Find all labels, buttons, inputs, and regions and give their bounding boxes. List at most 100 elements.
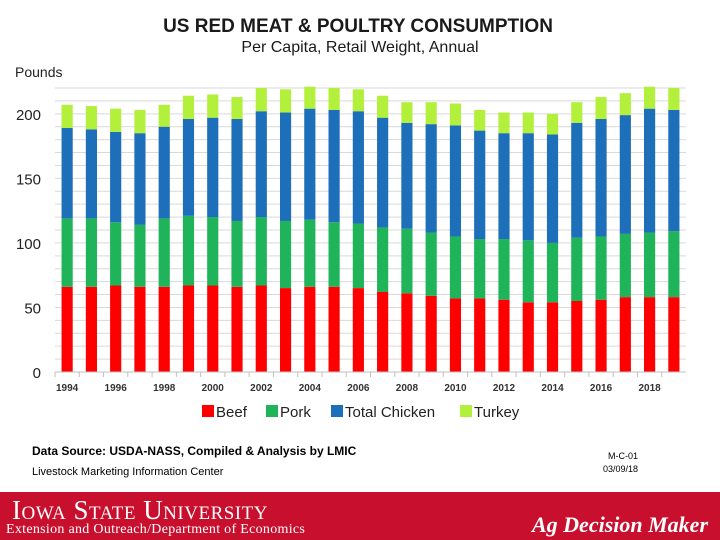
y-axis-label: Pounds bbox=[15, 64, 62, 80]
bar-turkey-2019 bbox=[668, 88, 680, 110]
bar-beef-1999 bbox=[182, 285, 195, 372]
bar-turkey-2011 bbox=[474, 109, 486, 131]
bar-total-chicken-2007 bbox=[377, 117, 389, 228]
bar-beef-1995 bbox=[85, 286, 97, 372]
bar-beef-2015 bbox=[571, 301, 583, 372]
bar-total-chicken-2014 bbox=[546, 134, 559, 243]
bar-turkey-1994 bbox=[61, 104, 73, 129]
bar-turkey-2009 bbox=[425, 102, 437, 125]
y-tick-label: 0 bbox=[33, 365, 41, 382]
bar-pork-1994 bbox=[61, 218, 73, 287]
bar-beef-1998 bbox=[158, 286, 170, 372]
y-tick-label: 100 bbox=[16, 236, 41, 253]
bar-turkey-1999 bbox=[182, 95, 195, 119]
bar-pork-1998 bbox=[158, 218, 170, 287]
bar-total-chicken-1994 bbox=[61, 128, 73, 219]
bar-pork-2004 bbox=[304, 219, 316, 287]
bar-turkey-2016 bbox=[595, 97, 607, 119]
bar-beef-2009 bbox=[425, 295, 437, 372]
bar-total-chicken-2011 bbox=[474, 130, 486, 240]
bar-total-chicken-2002 bbox=[255, 111, 267, 218]
bar-turkey-2010 bbox=[449, 103, 462, 126]
bar-turkey-2003 bbox=[279, 89, 292, 113]
bars bbox=[61, 86, 680, 372]
bar-total-chicken-1997 bbox=[134, 133, 146, 225]
x-tick-label: 2016 bbox=[590, 383, 613, 394]
bar-pork-2012 bbox=[498, 239, 510, 300]
bar-beef-2019 bbox=[668, 297, 680, 372]
bar-beef-2008 bbox=[401, 293, 413, 372]
legend-swatch-turkey bbox=[460, 405, 472, 417]
organization-note: Livestock Marketing Information Center bbox=[32, 466, 224, 478]
y-tick-labels: 0 50 100 150 200 bbox=[16, 107, 41, 382]
legend-label-beef: Beef bbox=[216, 404, 248, 421]
bar-beef-2016 bbox=[595, 299, 607, 372]
bar-total-chicken-2019 bbox=[668, 109, 680, 232]
legend-swatch-total-chicken bbox=[331, 405, 343, 417]
bar-beef-2014 bbox=[546, 302, 559, 372]
bar-pork-2008 bbox=[401, 228, 413, 294]
y-tick-label: 200 bbox=[16, 107, 41, 124]
x-tick-label: 2012 bbox=[493, 383, 516, 394]
bar-total-chicken-2018 bbox=[644, 108, 656, 233]
x-tick-label: 2000 bbox=[202, 383, 225, 394]
bar-turkey-2017 bbox=[619, 93, 631, 116]
bar-total-chicken-2015 bbox=[571, 122, 583, 238]
bar-beef-2000 bbox=[207, 285, 219, 372]
y-tick-label: 50 bbox=[24, 300, 41, 317]
bar-turkey-2002 bbox=[255, 88, 267, 112]
bar-total-chicken-1998 bbox=[158, 126, 170, 219]
bar-total-chicken-1999 bbox=[182, 118, 195, 216]
bar-beef-2006 bbox=[352, 288, 364, 372]
bar-pork-2011 bbox=[474, 239, 486, 299]
data-source-note: Data Source: USDA-NASS, Compiled & Analy… bbox=[32, 444, 357, 458]
bar-turkey-2004 bbox=[304, 86, 316, 109]
legend-label-total-chicken: Total Chicken bbox=[345, 404, 435, 421]
bar-total-chicken-1996 bbox=[110, 131, 122, 223]
chart-date: 03/09/18 bbox=[602, 464, 638, 474]
bar-pork-2015 bbox=[571, 237, 583, 301]
bar-beef-2018 bbox=[644, 297, 656, 372]
x-tick-label: 2004 bbox=[299, 383, 322, 394]
x-tick-label: 2006 bbox=[347, 383, 370, 394]
bar-pork-2017 bbox=[619, 233, 631, 298]
bar-total-chicken-2017 bbox=[619, 115, 631, 234]
bar-beef-2003 bbox=[279, 288, 292, 372]
legend: Beef Pork Total Chicken Turkey bbox=[202, 404, 520, 421]
bar-turkey-2007 bbox=[377, 95, 389, 118]
bar-turkey-1995 bbox=[85, 106, 97, 130]
bar-total-chicken-2009 bbox=[425, 124, 437, 233]
legend-swatch-beef bbox=[202, 405, 214, 417]
bar-pork-2016 bbox=[595, 236, 607, 300]
bar-beef-2005 bbox=[328, 286, 340, 372]
bar-total-chicken-2003 bbox=[279, 112, 292, 221]
bar-pork-2010 bbox=[449, 236, 462, 299]
bar-pork-2009 bbox=[425, 232, 437, 296]
ag-decision-maker-logo: Ag Decision Maker bbox=[532, 512, 708, 537]
bar-total-chicken-2012 bbox=[498, 133, 510, 240]
x-tick-label: 2014 bbox=[541, 383, 564, 394]
bar-turkey-2018 bbox=[644, 86, 656, 109]
bar-total-chicken-2001 bbox=[231, 118, 243, 221]
bar-turkey-2005 bbox=[328, 88, 340, 110]
bar-total-chicken-2004 bbox=[304, 108, 316, 220]
bar-total-chicken-2013 bbox=[522, 133, 534, 241]
footer-bar bbox=[0, 492, 720, 540]
bar-total-chicken-2005 bbox=[328, 109, 340, 223]
x-tick-labels: 1994 1996 1998 2000 2002 2004 2006 2008 2010 2012… bbox=[56, 383, 661, 394]
bar-beef-2010 bbox=[449, 298, 462, 372]
bar-turkey-1998 bbox=[158, 104, 170, 127]
bar-pork-2007 bbox=[377, 227, 389, 292]
chart-subtitle: Per Capita, Retail Weight, Annual bbox=[241, 39, 478, 56]
bar-beef-1997 bbox=[134, 286, 146, 372]
x-tick-label: 1998 bbox=[153, 383, 176, 394]
x-tick-label: 2002 bbox=[250, 383, 273, 394]
bar-beef-2002 bbox=[255, 285, 267, 372]
chart-code: M-C-01 bbox=[607, 451, 638, 461]
bar-beef-2007 bbox=[377, 291, 389, 372]
bar-turkey-2000 bbox=[207, 94, 219, 118]
bar-pork-2019 bbox=[668, 231, 680, 298]
bar-turkey-2008 bbox=[401, 102, 413, 123]
bar-pork-2000 bbox=[207, 217, 219, 286]
bar-beef-2001 bbox=[231, 286, 243, 372]
